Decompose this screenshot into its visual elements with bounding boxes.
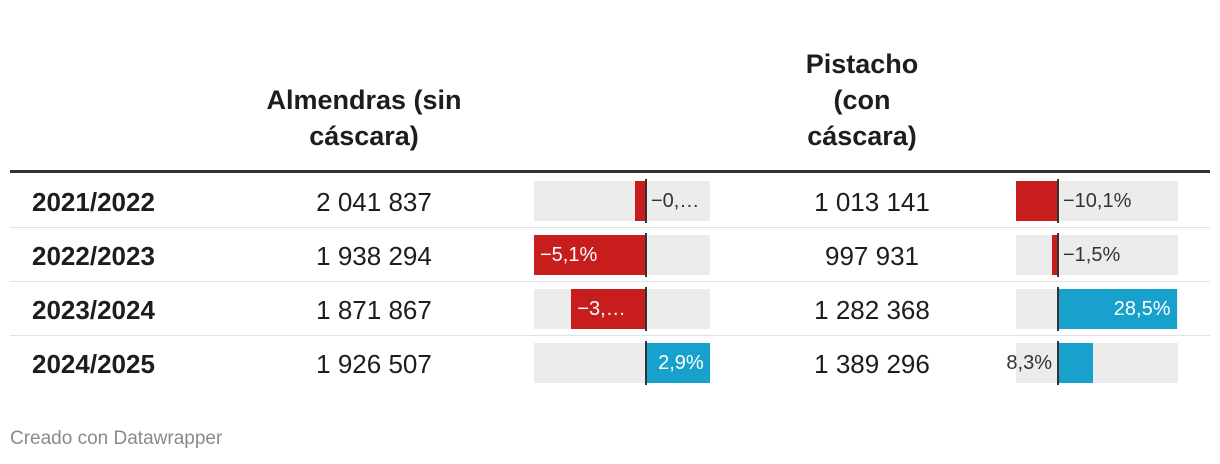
table-header: Almendras (sin cáscara) Pistacho (con cá…: [0, 0, 1220, 172]
row-year: 2022/2023: [32, 241, 155, 271]
column-header-pistacho: Pistacho (con cáscara): [762, 46, 962, 154]
change-bar: [571, 289, 646, 329]
row-year: 2023/2024: [32, 295, 155, 325]
zero-axis-line: [1057, 179, 1059, 223]
change-bar: [1016, 181, 1058, 221]
change-label: 28,5%: [1113, 298, 1171, 320]
almendras-value: 1 926 507: [316, 349, 432, 379]
almond-change-track: −3,…: [534, 287, 710, 331]
change-bar: [635, 181, 646, 221]
column-header-line: Almendras (sin: [266, 85, 462, 115]
zero-axis-line: [645, 341, 647, 385]
change-bar: [646, 343, 710, 383]
almendras-value: 2 041 837: [316, 187, 432, 217]
column-header-line: cáscara): [807, 121, 917, 151]
pistacho-value: 1 013 141: [814, 187, 930, 217]
change-bar: [1051, 235, 1058, 275]
pistacho-value: 1 282 368: [814, 295, 930, 325]
change-label: −10,1%: [1063, 190, 1132, 212]
zero-axis-line: [645, 179, 647, 223]
change-label: 2,9%: [658, 352, 704, 374]
row-year: 2024/2025: [32, 349, 155, 379]
almond-change-track: −0,…: [534, 179, 710, 223]
pistacho-change-track: −1,5%: [1016, 233, 1178, 277]
pistacho-value: 1 389 296: [814, 349, 930, 379]
zero-axis-line: [645, 233, 647, 277]
change-label: −3,…: [577, 298, 626, 320]
table-row: 2024/2025 1 926 507 2,9% 1 389 296 8,3%: [10, 336, 1210, 390]
pistacho-change-track: 8,3%: [1006, 341, 1178, 385]
change-label: −0,…: [651, 190, 700, 212]
column-header-line: (con: [833, 85, 891, 115]
row-year: 2021/2022: [32, 187, 155, 217]
column-header-almendras: Almendras (sin cáscara): [250, 82, 478, 154]
change-bar: [1058, 289, 1177, 329]
pistacho-change-track: −10,1%: [1016, 179, 1178, 223]
zero-axis-line: [645, 287, 647, 331]
change-bar: [1058, 343, 1093, 383]
change-label: 8,3%: [1006, 352, 1052, 374]
change-label: −1,5%: [1063, 244, 1121, 266]
column-header-line: cáscara): [309, 121, 419, 151]
zero-axis-line: [1057, 287, 1059, 331]
table-row: 2023/2024 1 871 867 −3,… 1 282 368 28,5%: [10, 282, 1210, 336]
column-header-line: Pistacho: [805, 49, 919, 79]
pistacho-change-track: 28,5%: [1016, 287, 1178, 331]
table-row: 2022/2023 1 938 294 −5,1% 997 931 −1,5%: [10, 228, 1210, 282]
almond-change-track: 2,9%: [534, 341, 710, 385]
header-rule: [10, 170, 1210, 173]
zero-axis-line: [1057, 341, 1059, 385]
change-bar: [534, 235, 646, 275]
footer-credit: Creado con Datawrapper: [10, 428, 223, 449]
almendras-value: 1 938 294: [316, 241, 432, 271]
table-row: 2021/2022 2 041 837 −0,… 1 013 141 −10,1%: [10, 174, 1210, 228]
almond-change-track: −5,1%: [534, 233, 710, 277]
change-label: −5,1%: [540, 244, 598, 266]
almendras-value: 1 871 867: [316, 295, 432, 325]
pistacho-value: 997 931: [825, 241, 919, 271]
zero-axis-line: [1057, 233, 1059, 277]
